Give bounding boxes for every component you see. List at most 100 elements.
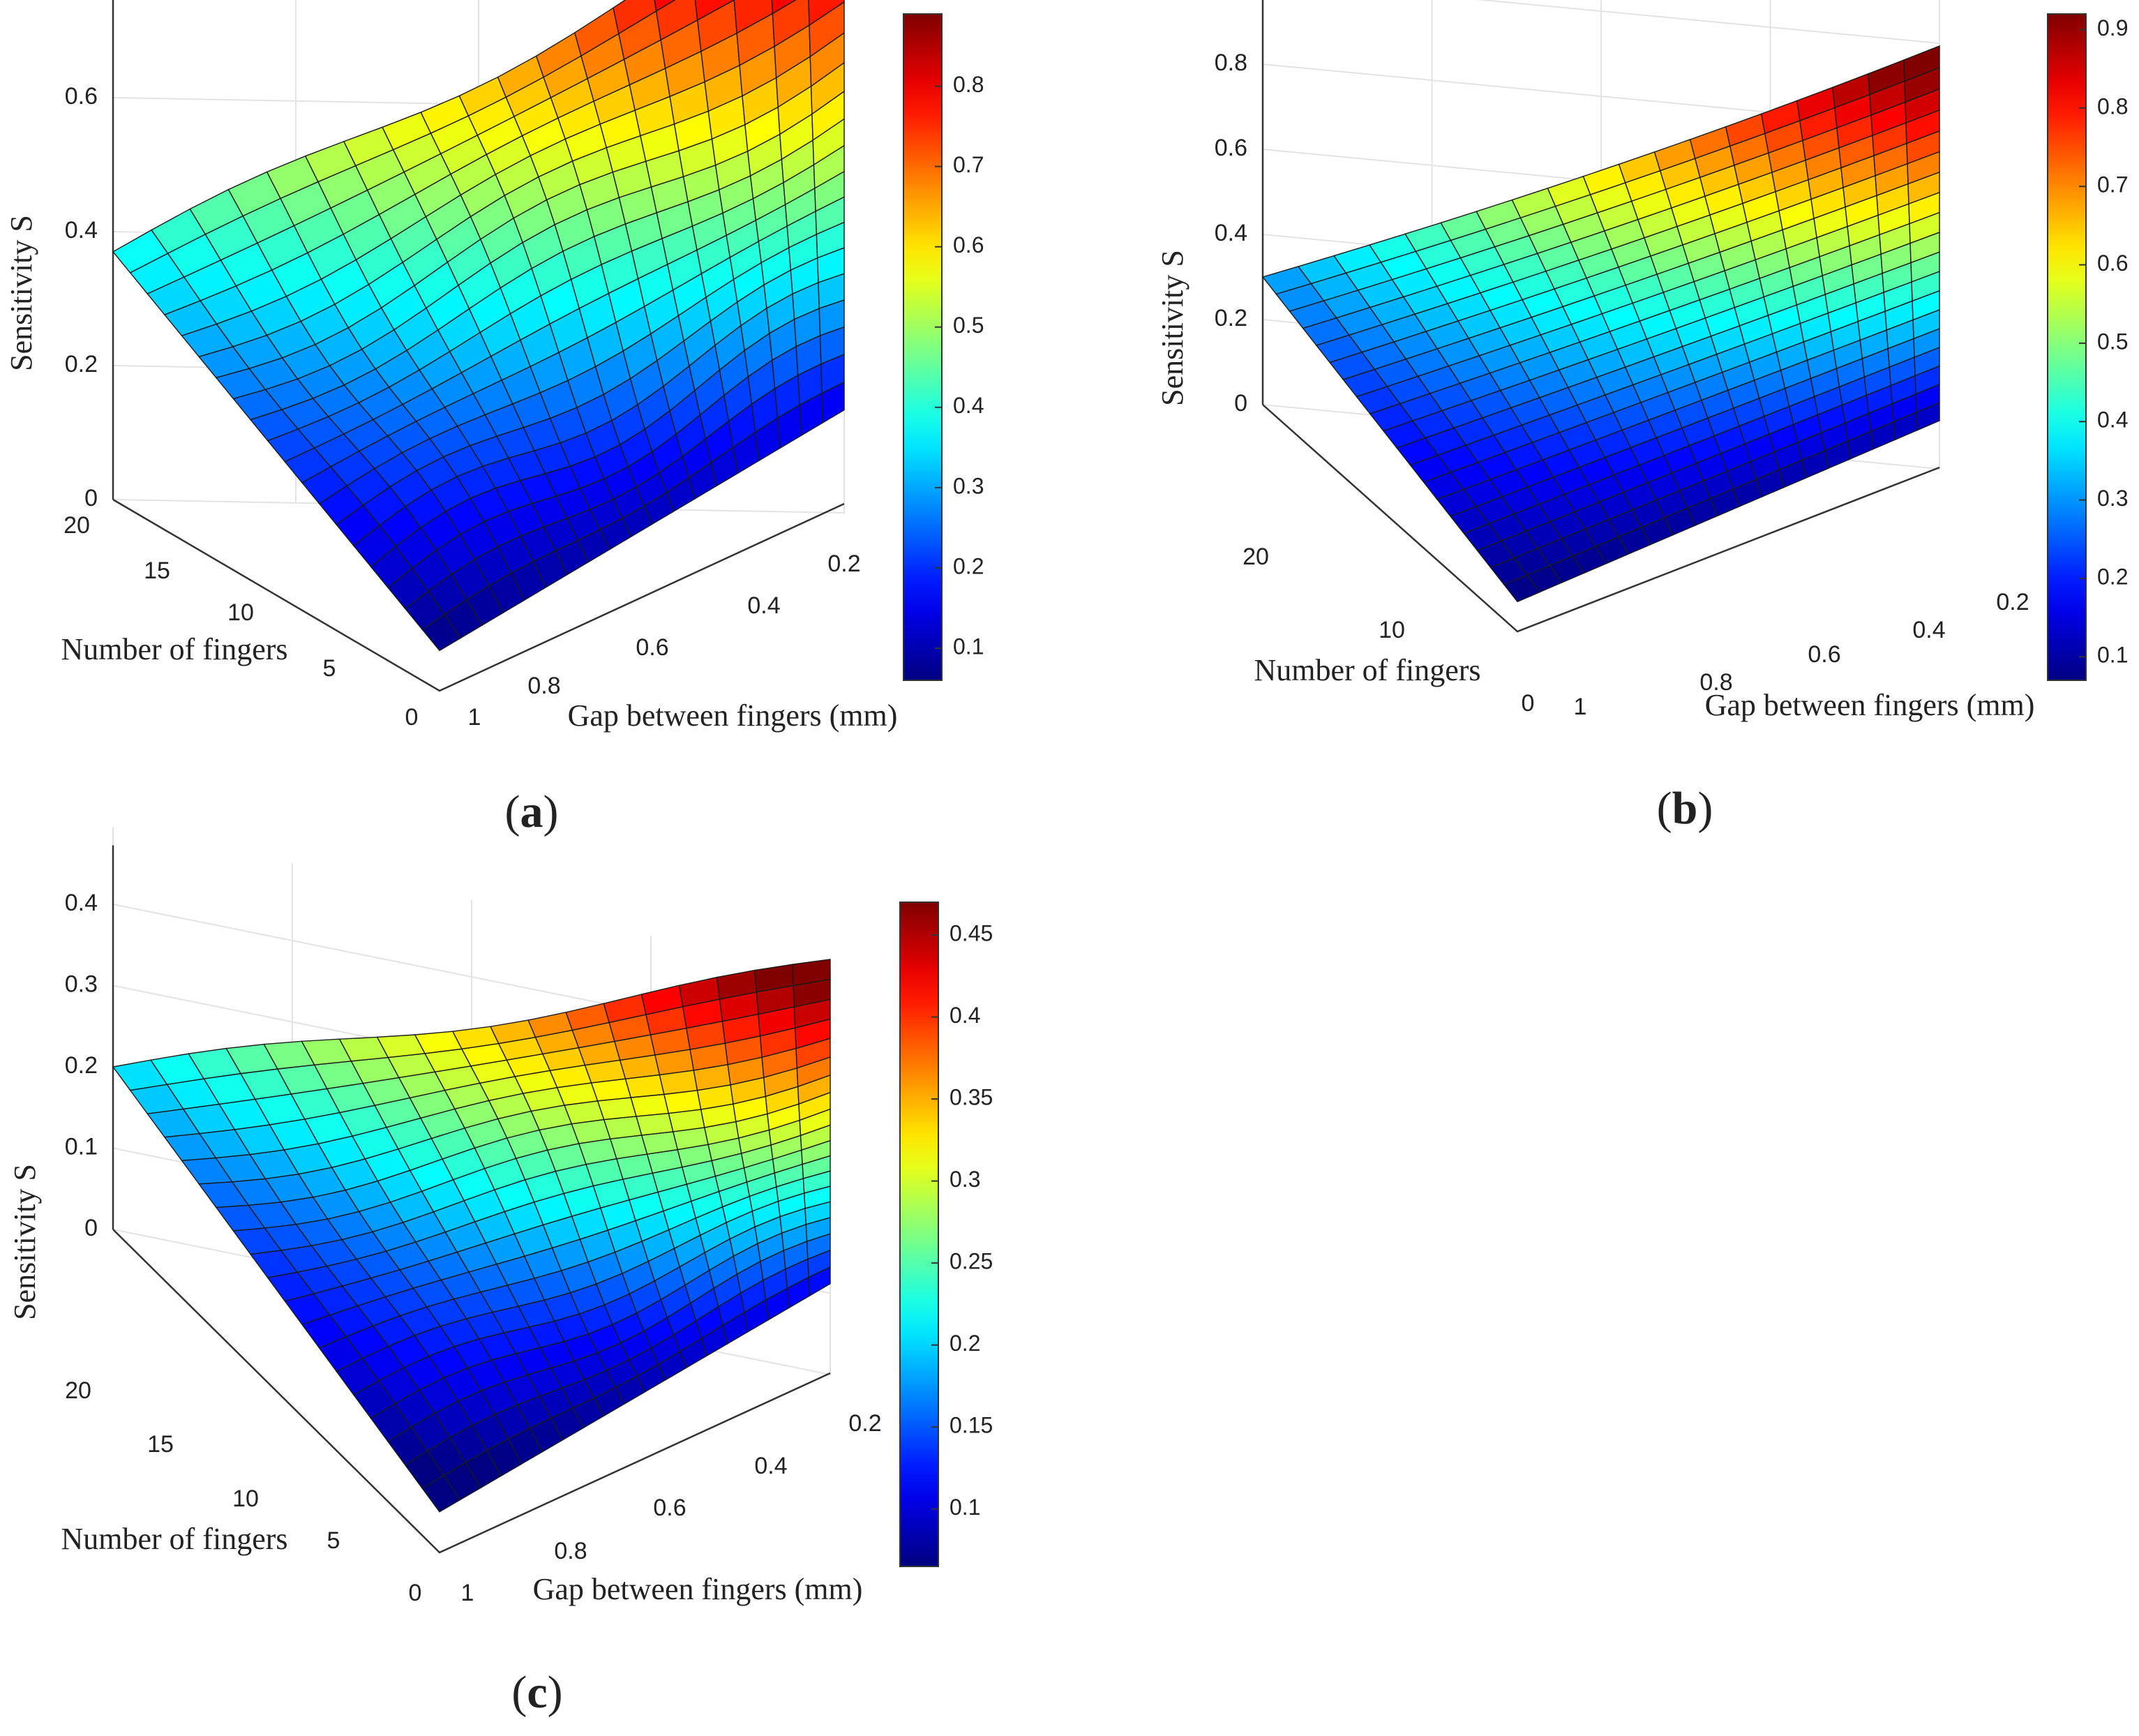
z-tick-label: 0.2 (1215, 305, 1247, 331)
surface-patch (630, 1093, 670, 1117)
x-tick-label: 0.2 (827, 551, 860, 577)
surface-patch (733, 0, 774, 34)
x-tick-label: 1 (468, 704, 481, 731)
panel-label-letter: a (520, 786, 543, 837)
surface-patch (1903, 45, 1940, 82)
colorbar (903, 13, 943, 681)
z-axis-label: Sensitivity S (1155, 250, 1189, 406)
y-tick-label: 20 (63, 512, 90, 539)
colorbar-tick-label: 0.35 (950, 1085, 993, 1110)
z-axis-label: Sensitivity S (8, 1164, 42, 1320)
axes-lines (112, 845, 831, 1554)
x-tick-label: 0.6 (636, 634, 668, 661)
colorbar-tick-label: 0.1 (2097, 643, 2128, 668)
surface-patch (772, 0, 810, 47)
colorbar-tick-label: 0.1 (953, 634, 984, 659)
y-tick-label: 0 (405, 704, 419, 731)
colorbar-tick-label: 0.8 (953, 72, 984, 97)
x-tick-label: 0.4 (747, 592, 780, 619)
z-tick-label: 0 (84, 485, 98, 511)
z-axis-label: Sensitivity S (4, 215, 38, 371)
y-tick-label: 15 (147, 1431, 174, 1458)
floor-axes (112, 498, 845, 692)
colorbar-tick-label: 0.3 (953, 473, 984, 498)
x-axis-label: Gap between fingers (mm) (568, 698, 898, 733)
colorbar-tick-label: 0.4 (953, 393, 984, 418)
y-tick-label: 5 (323, 655, 336, 682)
surface (112, 959, 831, 1513)
colorbar-tick-label: 0.8 (2097, 93, 2128, 119)
panel-label-close: ) (543, 786, 559, 837)
x-axis-label: Gap between fingers (mm) (533, 1572, 863, 1606)
colorbar-tick-label: 0.6 (953, 232, 984, 257)
z-tick-label: 0 (84, 1215, 98, 1241)
y-axis-label: Number of fingers (1254, 653, 1480, 687)
panel-label-letter: c (527, 1667, 547, 1718)
surface-patch (792, 959, 831, 987)
z-tick-label: 0.8 (1215, 50, 1247, 76)
z-tick-label: 0.4 (65, 890, 98, 916)
x-tick-label: 1 (1574, 694, 1587, 720)
colorbar-tick-label: 0.7 (2097, 172, 2128, 197)
x-tick-label: 1 (461, 1580, 474, 1606)
y-tick-label: 10 (227, 599, 254, 626)
y-axis-label: Number of fingers (61, 632, 287, 666)
z-tick-label: 0 (1234, 390, 1247, 417)
colorbar-tick-label: 0.3 (950, 1167, 980, 1192)
colorbar-tick-label: 0.2 (2097, 564, 2128, 589)
z-tick-label: 0.3 (65, 971, 98, 997)
surface-patch (694, 0, 735, 21)
floor-axes (1262, 404, 1940, 633)
x-tick-label: 0.2 (848, 1410, 881, 1437)
colorbar-tick-label: 0.5 (2097, 329, 2128, 354)
z-tick-label: 0.4 (65, 217, 98, 244)
panel-label-b: (b) (1657, 783, 1713, 834)
panel-label-open: ( (511, 1667, 527, 1718)
panel-label-open: ( (505, 786, 520, 837)
axes-lines (112, 0, 845, 692)
colorbar-tick-label: 0.5 (953, 313, 984, 338)
colorbar (2047, 13, 2087, 681)
y-tick-label: 10 (1379, 617, 1405, 643)
y-tick-label: 0 (1522, 690, 1535, 717)
axes-lines (1261, 0, 1940, 633)
colorbar-tick-label: 0.3 (2097, 486, 2128, 511)
y-tick-label: 10 (232, 1486, 259, 1512)
surface-patch (696, 0, 737, 52)
z-tick-label: 0.6 (65, 83, 98, 110)
colorbar-tick-label: 0.25 (950, 1249, 993, 1274)
surface-patch (613, 0, 657, 35)
x-tick-label: 0.8 (527, 673, 560, 699)
surface-patch (609, 1135, 648, 1160)
colorbar-tick-label: 0.6 (2097, 250, 2128, 276)
colorbar-tick-label: 0.4 (2097, 407, 2128, 433)
x-tick-label: 0.8 (1699, 669, 1732, 696)
y-tick-label: 15 (144, 558, 170, 584)
colorbar-tick-label: 0.45 (950, 920, 993, 945)
surface-patch (596, 1097, 637, 1121)
surface-patch (655, 0, 698, 41)
colorbar-tick-label: 0.2 (953, 553, 984, 578)
z-tick-label: 0.2 (65, 1052, 98, 1079)
x-tick-label: 0.8 (554, 1538, 587, 1564)
x-tick-label: 0.6 (1808, 641, 1840, 668)
z-tick-label: 0.6 (1215, 135, 1247, 161)
z-tick-label: 0.1 (65, 1133, 98, 1160)
x-tick-label: 0.4 (1912, 617, 1945, 643)
y-tick-label: 0 (409, 1580, 422, 1606)
surface-patch (636, 1112, 674, 1136)
colorbar-tick-label: 0.7 (953, 152, 984, 177)
surface (1261, 45, 1940, 603)
colorbar-tick-label: 0.9 (2097, 15, 2128, 40)
colorbar-tick-label: 0.1 (950, 1495, 980, 1520)
z-tick-label: 0.2 (65, 351, 98, 377)
floor-axes (112, 1229, 831, 1554)
x-tick-label: 0.2 (1996, 589, 2029, 615)
colorbar-tick-label: 0.4 (950, 1003, 980, 1028)
panel-label-open: ( (1657, 783, 1672, 834)
y-axis-label: Number of fingers (61, 1522, 287, 1556)
